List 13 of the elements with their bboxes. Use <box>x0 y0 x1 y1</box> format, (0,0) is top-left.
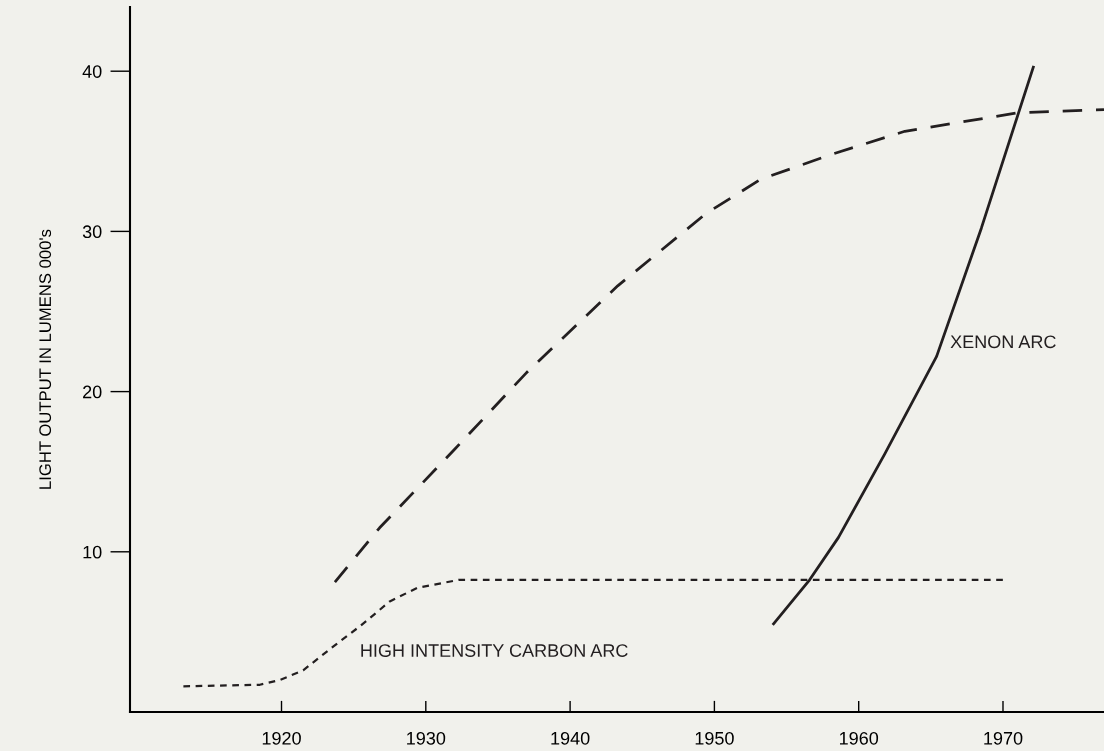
x-tick-label: 1930 <box>407 731 446 745</box>
y-tick-label: 40 <box>82 65 102 78</box>
y-tick-label: 30 <box>82 225 102 239</box>
x-tick-label: 1940 <box>551 731 590 745</box>
y-axis-title: LIGHT OUTPUT IN LUMENS 000's <box>39 229 52 489</box>
x-tick-label: 1950 <box>695 731 734 745</box>
x-tick-label: 1920 <box>262 731 301 745</box>
annotation: HIGH INTENSITY CARBON ARC <box>361 644 628 657</box>
annotation: XENON ARC <box>950 335 1056 349</box>
x-tick-label: 1960 <box>839 731 879 745</box>
y-tick-label: 10 <box>83 545 102 559</box>
y-tick-label: 20 <box>83 385 102 399</box>
x-tick-label: 1970 <box>984 731 1023 745</box>
